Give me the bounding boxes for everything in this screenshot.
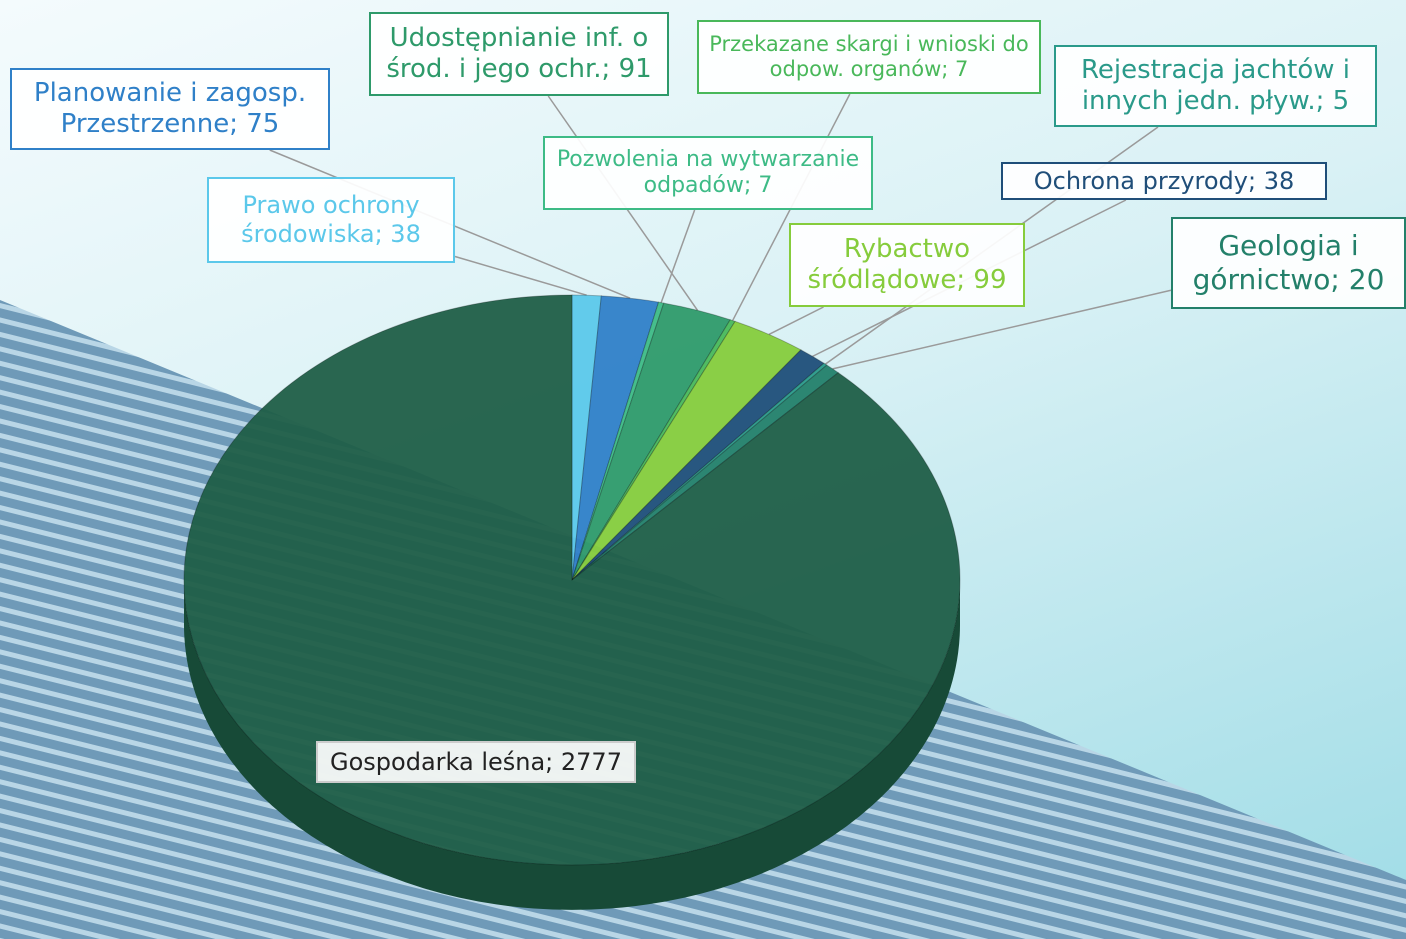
data-label: Ochrona przyrody; 38 [1001, 162, 1327, 200]
data-label: Udostępnianie inf. o środ. i jego ochr.;… [369, 12, 669, 96]
page: (() => { const data = JSON.parse(documen… [0, 0, 1406, 939]
data-label: Pozwolenia na wytwarzanie odpadów; 7 [543, 136, 873, 210]
data-label: Przekazane skargi i wnioski do odpow. or… [697, 20, 1041, 94]
data-label: Prawo ochrony środowiska; 38 [207, 177, 455, 263]
leader-line [661, 210, 694, 303]
leader-line [455, 256, 587, 295]
data-label: Planowanie i zagosp. Przestrzenne; 75 [10, 68, 330, 150]
data-label: Geologia i górnictwo; 20 [1171, 217, 1406, 309]
data-label: Rejestracja jachtów i innych jedn. pływ.… [1054, 45, 1377, 127]
data-label: Gospodarka leśna; 2777 [316, 741, 636, 783]
data-label: Rybactwo śródlądowe; 99 [789, 223, 1025, 307]
leader-line [769, 307, 824, 334]
